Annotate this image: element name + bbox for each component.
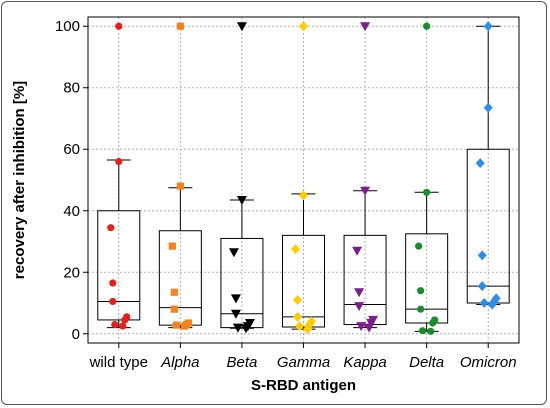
data-point (477, 250, 487, 261)
data-point (111, 320, 119, 329)
box-iqr (282, 234, 325, 328)
data-point (107, 224, 115, 232)
data-point (483, 102, 493, 113)
box-group (97, 159, 141, 329)
data-point (115, 22, 123, 30)
point-layer (107, 21, 501, 335)
y-tick-label: 100 (55, 18, 80, 35)
data-point (427, 327, 435, 335)
box-iqr (220, 237, 264, 329)
y-tick-label: 60 (63, 141, 80, 158)
data-point (417, 287, 425, 295)
data-point (429, 319, 437, 327)
data-point (170, 288, 178, 296)
x-tick-label: Omicron (460, 354, 517, 371)
x-tick-label: Alpha (160, 354, 199, 371)
data-point (293, 311, 302, 322)
y-axis-ticks: 0 20 40 60 80 100 (55, 18, 88, 343)
x-tick-label: Gamma (277, 354, 330, 371)
data-point (366, 319, 377, 329)
data-point (230, 294, 241, 304)
grid-layer (88, 17, 519, 343)
data-point (477, 281, 487, 292)
data-point (180, 322, 188, 330)
data-point (236, 22, 247, 32)
data-point (168, 242, 176, 250)
data-point (295, 321, 304, 332)
box-iqr (405, 233, 449, 324)
data-point (354, 302, 365, 312)
x-tick-label: Beta (226, 354, 257, 371)
box-iqr (158, 230, 202, 326)
y-tick-label: 80 (63, 80, 80, 97)
y-tick-label: 20 (63, 264, 80, 281)
data-point (299, 190, 308, 201)
data-point (479, 298, 489, 309)
data-point (423, 22, 431, 30)
x-tick-label: Kappa (343, 354, 386, 371)
x-tick-label: Delta (409, 354, 444, 371)
box-iqr (97, 210, 141, 321)
data-point (356, 322, 367, 332)
data-point (354, 288, 365, 298)
y-tick-label: 40 (63, 203, 80, 220)
data-point (109, 297, 117, 306)
x-axis-ticks: wild type Alpha Beta Gamma Kappa Delta Omicron (89, 343, 517, 371)
data-point (419, 327, 427, 335)
data-point (109, 279, 117, 287)
data-point (176, 22, 184, 30)
data-point (360, 22, 371, 32)
data-point (115, 157, 123, 166)
data-point (483, 21, 493, 32)
box-group (220, 199, 264, 329)
data-point (291, 244, 300, 255)
box-group (343, 190, 387, 329)
data-point (364, 323, 375, 333)
y-tick-label: 0 (72, 326, 80, 343)
data-point (230, 309, 241, 319)
data-point (119, 322, 127, 330)
data-point (303, 324, 312, 335)
data-point (299, 21, 308, 32)
data-point (475, 158, 485, 169)
data-point (293, 294, 302, 305)
data-point (176, 182, 184, 190)
data-point (228, 248, 239, 258)
data-point (415, 242, 423, 250)
data-point (236, 195, 247, 205)
y-axis-title: recovery after inhibition [%] (11, 81, 28, 279)
data-point (172, 321, 180, 329)
data-point (352, 246, 363, 256)
box-group (405, 191, 449, 332)
data-point (170, 305, 178, 313)
data-point (360, 186, 371, 196)
data-point (121, 316, 129, 324)
data-point (240, 324, 251, 334)
data-point (232, 323, 243, 333)
data-point (487, 299, 497, 310)
x-axis-title: S-RBD antigen (251, 377, 356, 394)
box-iqr (343, 234, 387, 326)
data-point (423, 188, 431, 196)
data-point (417, 305, 425, 313)
x-tick-label: wild type (89, 354, 148, 371)
